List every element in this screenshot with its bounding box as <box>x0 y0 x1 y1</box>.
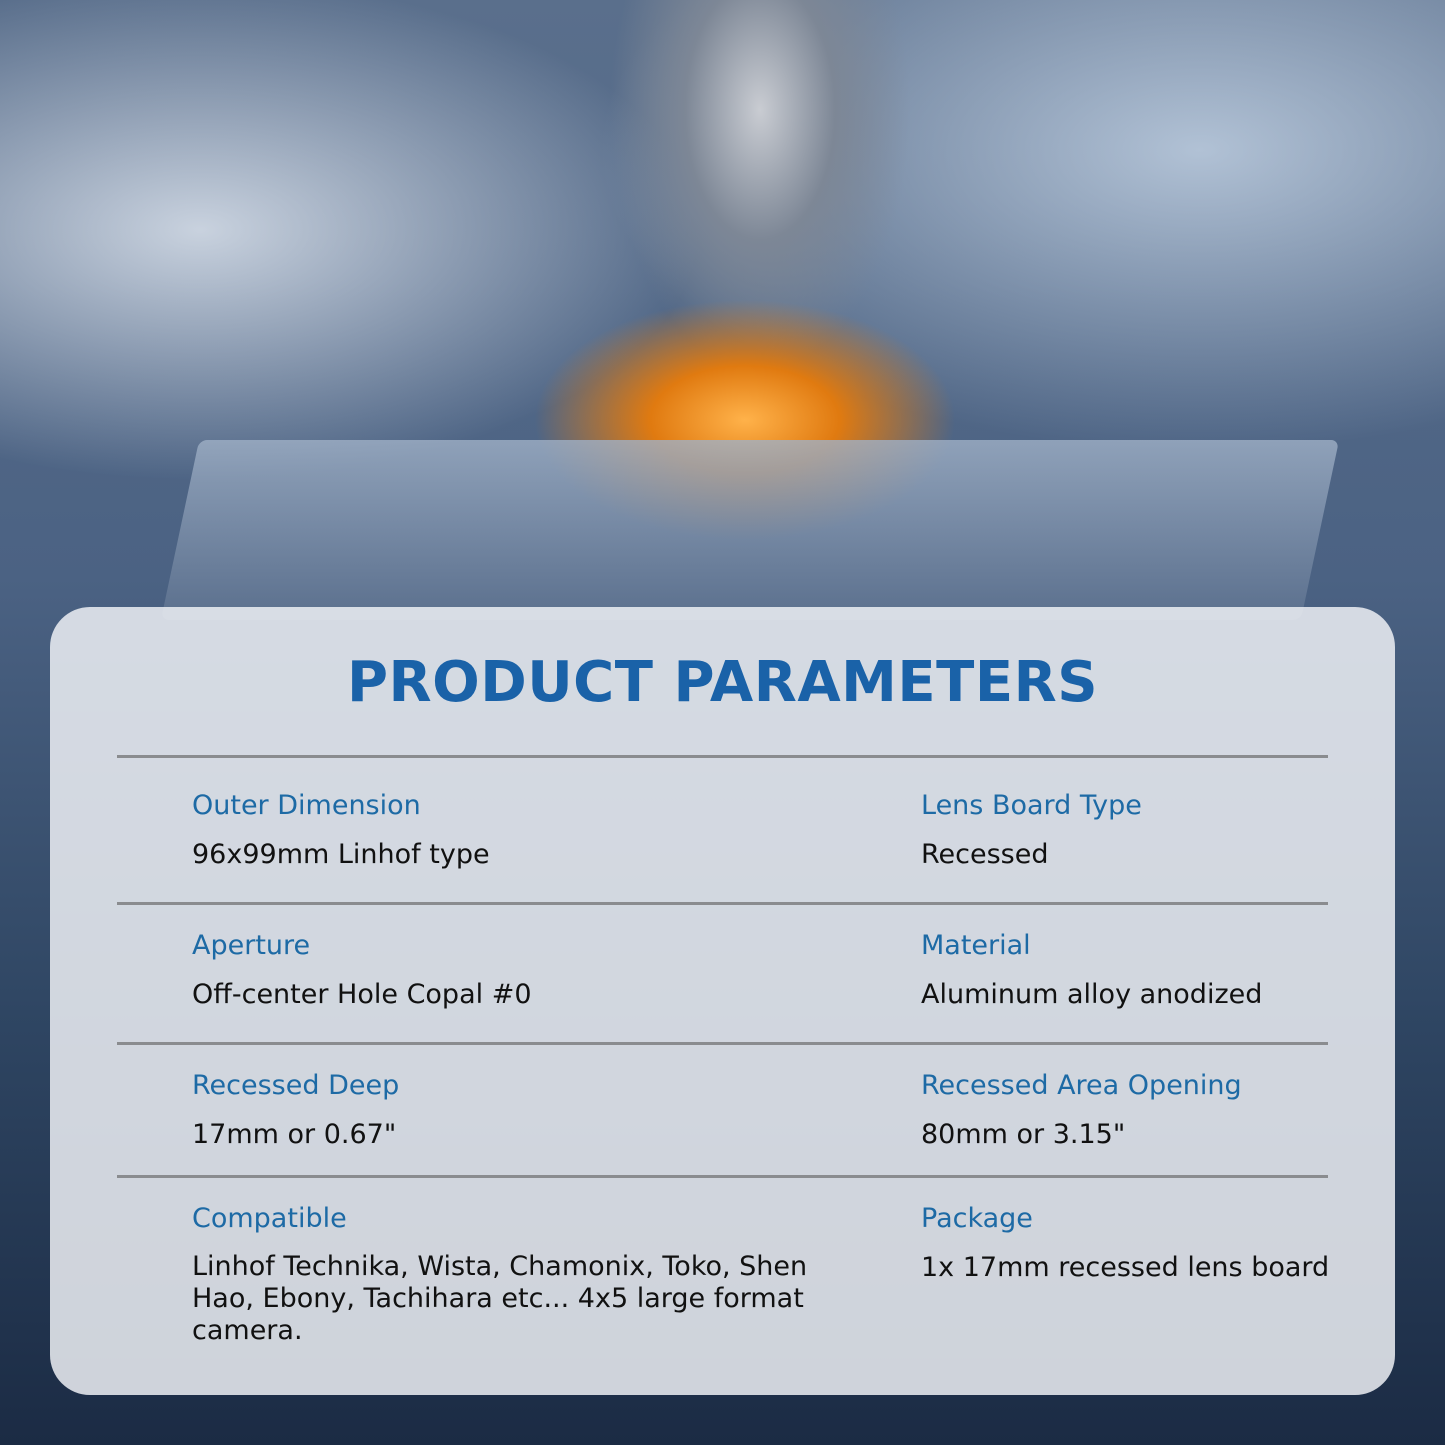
param-label-aperture: Aperture <box>192 930 311 961</box>
param-label-material: Material <box>921 930 1031 961</box>
param-label-outer-dimension: Outer Dimension <box>192 790 421 821</box>
param-value-compatible: Linhof Technika, Wista, Chamonix, Toko, … <box>192 1251 808 1346</box>
divider <box>117 1175 1328 1178</box>
param-label-lens-board-type: Lens Board Type <box>921 790 1142 821</box>
param-value-recessed-area-opening: 80mm or 3.15" <box>921 1119 1126 1150</box>
divider <box>117 755 1328 758</box>
param-value-package: 1x 17mm recessed lens board <box>921 1252 1330 1283</box>
divider <box>117 1042 1328 1045</box>
param-value-recessed-deep: 17mm or 0.67" <box>192 1119 397 1150</box>
divider <box>117 902 1328 905</box>
param-label-compatible: Compatible <box>192 1203 347 1234</box>
param-value-lens-board-type: Recessed <box>921 839 1049 870</box>
param-value-material: Aluminum alloy anodized <box>921 979 1263 1010</box>
param-label-package: Package <box>921 1203 1033 1234</box>
page-title: PRODUCT PARAMETERS <box>346 650 1099 715</box>
param-value-outer-dimension: 96x99mm Linhof type <box>192 839 490 870</box>
param-label-recessed-area-opening: Recessed Area Opening <box>921 1070 1242 1101</box>
param-label-recessed-deep: Recessed Deep <box>192 1070 400 1101</box>
param-value-aperture: Off-center Hole Copal #0 <box>192 979 532 1010</box>
parameters-card <box>50 607 1395 1395</box>
background-machine-image <box>160 440 1340 620</box>
